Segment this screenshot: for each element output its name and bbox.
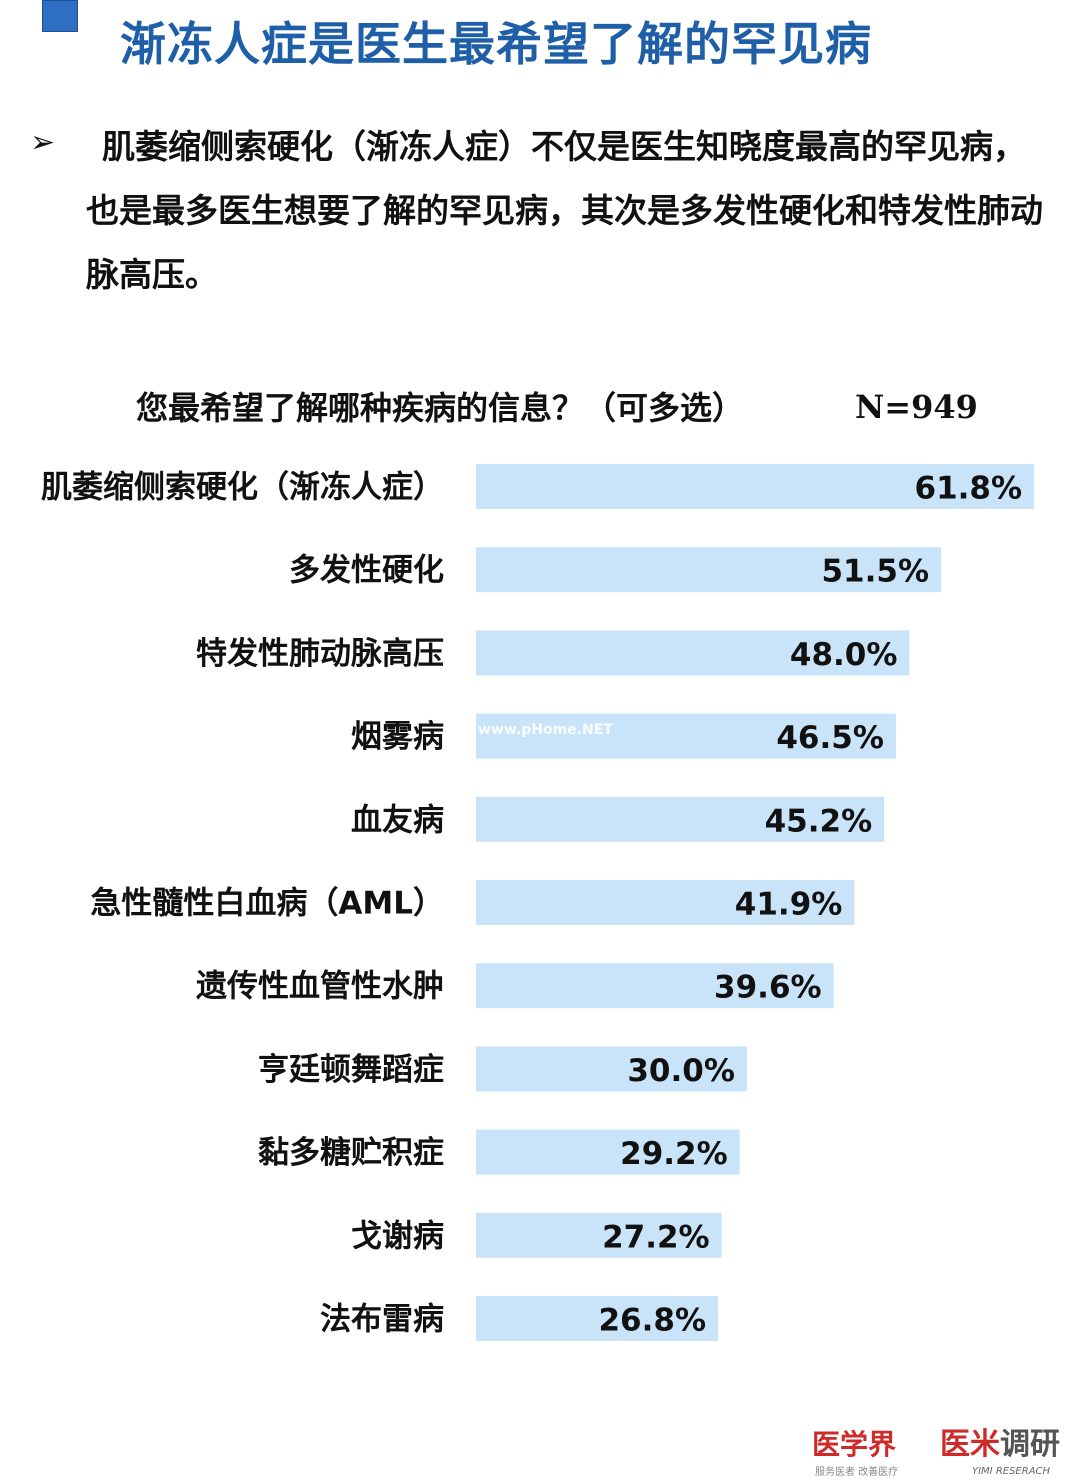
- bar: [476, 796, 885, 842]
- bar-chart: 肌萎缩侧索硬化（渐冻人症） 61.8% 多发性硬化 51.5% 特发性肺动脉高压 48.0…: [41, 464, 1035, 1341]
- value-label: 26.8%: [598, 1303, 706, 1339]
- category-label: 特发性肺动脉高压: [196, 636, 444, 672]
- value-label: 61.8%: [915, 471, 1023, 507]
- value-label: 39.6%: [714, 970, 822, 1006]
- value-label: 51.5%: [821, 554, 929, 590]
- category-label: 亨廷顿舞蹈症: [258, 1052, 444, 1088]
- watermark: www.pHome.NET: [478, 722, 613, 738]
- bar: [476, 1212, 722, 1258]
- yixuejie-logo: 医学界: [812, 1428, 897, 1461]
- bar: [476, 1296, 719, 1341]
- category-label: 急性髓性白血病（AML）: [90, 886, 444, 922]
- bar: [476, 963, 834, 1009]
- value-label: 45.2%: [765, 803, 873, 839]
- bar: [476, 464, 1035, 509]
- value-label: 46.5%: [776, 720, 884, 756]
- bar: [476, 1046, 747, 1092]
- value-label: 48.0%: [790, 637, 898, 673]
- category-label: 黏多糖贮积症: [258, 1135, 444, 1171]
- yimi-logo-red: 医米: [940, 1427, 1000, 1462]
- category-label: 法布雷病: [320, 1302, 444, 1338]
- bar: [476, 547, 942, 593]
- bullet-text: 肌萎缩侧索硬化（渐冻人症）不仅是医生知晓度最高的罕见病，也是最多医生想要了解的罕…: [86, 127, 1043, 294]
- category-label: 血友病: [351, 802, 444, 838]
- yimi-logo: 医米调研: [940, 1430, 1060, 1460]
- yimi-logo-grey: 调研: [1000, 1427, 1060, 1462]
- bullet-arrow-icon: ➢: [30, 125, 56, 160]
- category-label: 烟雾病: [351, 719, 444, 755]
- yixuejie-tagline: 服务医者 改善医疗: [815, 1467, 899, 1478]
- value-label: 41.9%: [735, 887, 843, 923]
- category-label: 遗传性血管性水肿: [196, 969, 444, 1005]
- survey-question: 您最希望了解哪种疾病的信息？（可多选）: [136, 389, 745, 427]
- value-label: 29.2%: [620, 1136, 728, 1172]
- bar: [476, 1129, 740, 1175]
- category-label: 多发性硬化: [289, 553, 444, 589]
- yimi-tagline: YIMI RESERACH: [972, 1466, 1051, 1477]
- sample-size: N=949: [855, 388, 978, 426]
- category-label: 肌萎缩侧索硬化（渐冻人症）: [41, 470, 444, 506]
- value-label: 30.0%: [627, 1053, 735, 1089]
- bar: [476, 630, 910, 676]
- title-square-icon: [42, 0, 78, 32]
- bar: [476, 713, 896, 759]
- bar: [476, 880, 855, 925]
- value-label: 27.2%: [602, 1219, 710, 1255]
- category-label: 戈谢病: [351, 1218, 444, 1254]
- page-title: 渐冻人症是医生最希望了解的罕见病: [120, 17, 872, 71]
